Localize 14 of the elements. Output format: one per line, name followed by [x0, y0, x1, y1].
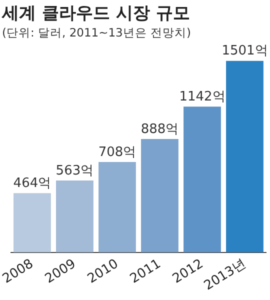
data-label: 563억 — [56, 163, 94, 178]
bar — [14, 193, 51, 252]
bar — [226, 60, 264, 252]
data-label: 464억 — [13, 176, 52, 192]
bar — [98, 162, 136, 252]
data-label: 888억 — [140, 122, 179, 137]
data-label: 708억 — [98, 144, 136, 160]
chart-title: 세계 클라우드 시장 규모 — [1, 4, 190, 24]
bar — [141, 139, 178, 252]
bar — [56, 180, 94, 252]
data-label: 1501억 — [222, 44, 268, 59]
bar — [184, 106, 221, 252]
data-label: 1142억 — [179, 90, 226, 105]
chart-subtitle: (단위: 달러, 2011~13년은 전망치) — [2, 25, 192, 40]
